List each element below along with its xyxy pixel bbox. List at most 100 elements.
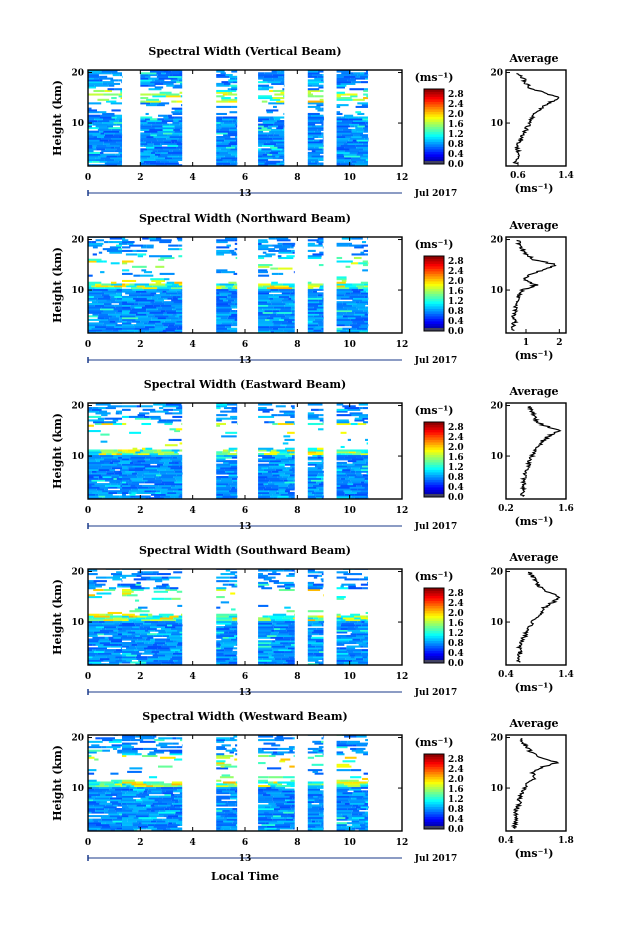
- heatmap-cell: [336, 765, 352, 768]
- heatmap-cell: [113, 449, 118, 452]
- heatmap-cell: [118, 643, 123, 646]
- heatmap-cell: [115, 153, 120, 156]
- heatmap-cell: [216, 451, 223, 454]
- heatmap-cell: [336, 647, 340, 650]
- heatmap-cell: [216, 295, 228, 298]
- heatmap-cell: [139, 449, 144, 452]
- heatmap-cell: [180, 634, 183, 638]
- heatmap-cell: [116, 292, 123, 295]
- heatmap-cell: [319, 285, 324, 288]
- heatmap-cell: [351, 81, 361, 84]
- heatmap-cell: [258, 663, 264, 665]
- heatmap-cell: [135, 815, 149, 818]
- heatmap-cell: [278, 151, 285, 154]
- heatmap-cell: [162, 301, 174, 304]
- heatmap-cell: [258, 574, 268, 577]
- heatmap-cell: [342, 128, 352, 131]
- heatmap-cell: [258, 86, 262, 89]
- heatmap-cell: [88, 141, 104, 144]
- colorbar-segment: [424, 781, 444, 785]
- heatmap-cell: [101, 283, 111, 286]
- heatmap-cell: [323, 116, 324, 119]
- heatmap-cell: [216, 822, 233, 825]
- heatmap-cell: [95, 285, 109, 288]
- heatmap-cell: [88, 823, 96, 826]
- heatmap-cell: [98, 820, 113, 823]
- heatmap-cell: [141, 461, 155, 464]
- heatmap-cell: [88, 86, 97, 89]
- heatmap-cell: [336, 597, 345, 600]
- heatmap-cell: [322, 624, 324, 627]
- heatmap-cell: [114, 114, 123, 117]
- heatmap-cell: [272, 640, 276, 643]
- heatmap-cell: [263, 790, 272, 793]
- heatmap-cell: [307, 822, 322, 825]
- heatmap-cell: [122, 742, 130, 745]
- heatmap-cell: [258, 408, 274, 411]
- heatmap-cell: [122, 825, 138, 828]
- average-y-tick-label: 10: [490, 452, 503, 462]
- heatmap-cell: [336, 158, 351, 161]
- heatmap-cell: [258, 244, 273, 247]
- heatmap-cell: [224, 137, 238, 140]
- heatmap-cell: [122, 315, 136, 318]
- heatmap-cell: [231, 477, 238, 480]
- heatmap-cell: [160, 304, 172, 307]
- heatmap-cell: [313, 617, 319, 620]
- heatmap-cell: [234, 123, 238, 126]
- heatmap-cell: [262, 311, 273, 314]
- heatmap-cell: [357, 102, 368, 105]
- heatmap-cell: [148, 320, 161, 323]
- heatmap-cell: [100, 737, 115, 740]
- heatmap-cell: [258, 739, 275, 742]
- heatmap-cell: [137, 255, 144, 258]
- heatmap-cell: [258, 654, 272, 657]
- heatmap-cell: [321, 737, 324, 740]
- heatmap-cell: [135, 753, 142, 756]
- heatmap-cell: [98, 495, 106, 498]
- heatmap-cell: [140, 116, 153, 119]
- heatmap-cell: [98, 410, 108, 413]
- colorbar-segment: [424, 633, 444, 636]
- heatmap-cell: [150, 102, 159, 105]
- heatmap-cell: [98, 640, 111, 643]
- heatmap-cell: [307, 75, 318, 78]
- heatmap-cell: [350, 470, 356, 473]
- heatmap-cell: [94, 118, 103, 121]
- heatmap-cell: [336, 493, 345, 496]
- heatmap-cell: [111, 474, 119, 477]
- heatmap-cell: [160, 153, 172, 156]
- heatmap-cell: [357, 112, 365, 116]
- heatmap-cell: [147, 825, 154, 828]
- heatmap-cell: [342, 815, 348, 818]
- heatmap-cell: [275, 802, 285, 805]
- heatmap-cell: [88, 318, 101, 321]
- heatmap-cell: [216, 454, 224, 457]
- heatmap-cell: [150, 292, 157, 295]
- heatmap-cell: [176, 81, 183, 84]
- heatmap-cell: [114, 146, 121, 149]
- heatmap-cell: [88, 634, 98, 638]
- heatmap-cell: [88, 290, 102, 293]
- heatmap-cell: [216, 75, 230, 78]
- heatmap-cell: [354, 417, 363, 420]
- heatmap-cell: [358, 403, 368, 406]
- heatmap-cell: [258, 127, 262, 130]
- heatmap-cell: [174, 800, 179, 804]
- heatmap-cell: [117, 816, 123, 819]
- heatmap-cell: [307, 640, 316, 643]
- heatmap-cell: [225, 297, 238, 300]
- heatmap-cell: [284, 615, 295, 618]
- heatmap-cell: [271, 472, 285, 475]
- heatmap-cell: [258, 483, 264, 486]
- heatmap-cell: [122, 793, 137, 796]
- heatmap-cell: [166, 311, 177, 314]
- heatmap-cell: [318, 620, 324, 623]
- heatmap-cell: [122, 422, 127, 426]
- heatmap-cell: [88, 424, 94, 427]
- heatmap-cell: [131, 481, 145, 484]
- heatmap-cell: [145, 456, 156, 459]
- heatmap-cell: [145, 100, 161, 103]
- heatmap-cell: [225, 659, 238, 662]
- heatmap-cell: [121, 294, 123, 297]
